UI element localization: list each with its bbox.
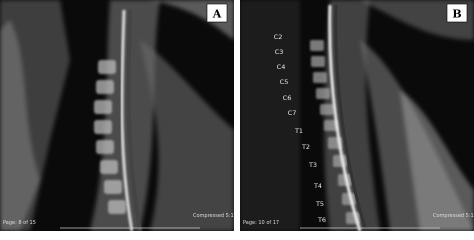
compression-info: Compressed 5:1	[193, 213, 234, 219]
panel-letter: B	[452, 8, 461, 21]
page-info: Page: 10 of 17	[243, 220, 279, 226]
mri-image-a	[0, 0, 234, 231]
page-info: Page: 8 of 15	[3, 220, 36, 226]
labels: A Page: 8 of 15 Compressed 5:1 B Page: 10 of…	[3, 3, 474, 226]
vertebra-label: C2	[274, 33, 283, 41]
panel-letter-box	[446, 3, 468, 23]
panel-letter: A	[212, 8, 222, 21]
compression-info: Compressed 5:1	[433, 213, 474, 219]
vertebra-label: T6	[317, 216, 326, 224]
vertebra-label: T3	[308, 161, 317, 169]
vertebra-label: C4	[277, 63, 286, 71]
vertebra-label: T2	[301, 143, 310, 151]
vertebra-label: T4	[313, 182, 322, 190]
vertebra-label: C7	[288, 109, 297, 117]
vertebra-label: C3	[275, 48, 284, 56]
figure: A Page: 8 of 15 Compressed 5:1 B Page: 10 of…	[0, 0, 474, 231]
vertebra-label: C6	[283, 94, 292, 102]
vertebra-label: C5	[280, 78, 289, 86]
vertebra-label: T1	[294, 127, 303, 135]
mri-image-b	[240, 0, 474, 231]
vertebra-label: T5	[315, 200, 324, 208]
panel-letter-box	[206, 3, 228, 23]
